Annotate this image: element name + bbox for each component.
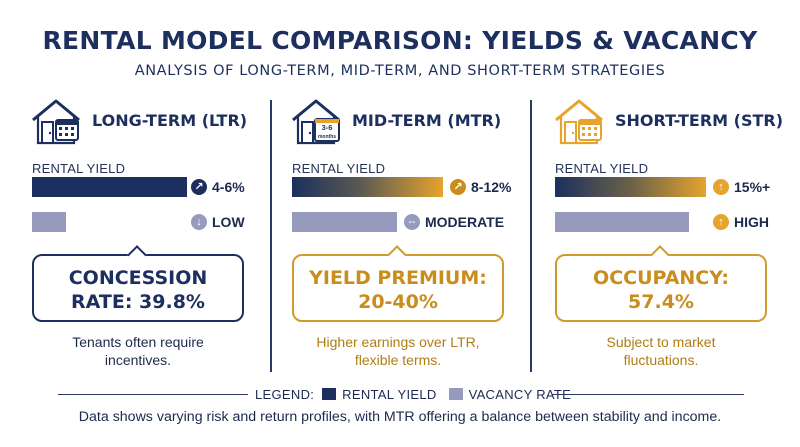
callout-box: YIELD PREMIUM: 20-40% [292, 245, 504, 322]
page-title: RENTAL MODEL COMPARISON: YIELDS & VACANC… [42, 26, 758, 55]
legend-rule-left [58, 394, 248, 395]
column-description: Subject to market fluctuations. [606, 334, 716, 368]
legend-title: LEGEND: [255, 386, 315, 402]
rental-yield-label: RENTAL YIELD [555, 161, 649, 176]
legend-rental-swatch [322, 388, 337, 400]
vacancy-text: HIGH [734, 214, 769, 230]
rental-yield-value: ↗ 4-6% [191, 177, 245, 197]
legend-vacancy-swatch [448, 388, 463, 400]
column-divider [530, 100, 532, 372]
callout-line-2: 57.4% [628, 291, 694, 313]
page-subtitle: ANALYSIS OF LONG-TERM, MID-TERM, AND SHO… [134, 63, 666, 79]
callout-text: OCCUPANCY: 57.4% [557, 266, 765, 314]
rental-yield-bar [555, 177, 706, 197]
callout-pointer [650, 245, 670, 265]
callout-box: CONCESSION RATE: 39.8% [32, 245, 244, 322]
column-title: LONG-TERM (LTR) [92, 111, 248, 130]
column-description: Higher earnings over LTR, flexible terms… [316, 334, 480, 368]
house-calendar-icon [32, 99, 80, 145]
callout-box: OCCUPANCY: 57.4% [555, 245, 767, 322]
rental-yield-label: RENTAL YIELD [32, 161, 126, 176]
column-header: 3-6 months MID-TERM (MTR) [290, 96, 528, 150]
callout-pointer [127, 245, 147, 265]
arrow-up-right-icon: ↗ [191, 179, 207, 195]
rental-yield-text: 4-6% [212, 179, 245, 195]
legend-rental-label: RENTAL YIELD [342, 386, 437, 402]
arrow-down-icon: ↓ [191, 214, 207, 230]
callout-line-1: OCCUPANCY: [593, 267, 729, 289]
arrow-up-right-icon: ↗ [450, 179, 466, 195]
column-mid-term: 3-6 months MID-TERM (MTR) RENTAL YIELD ↗ … [290, 96, 528, 376]
rental-yield-text: 8-12% [471, 179, 512, 195]
column-header: SHORT-TERM (STR) [553, 96, 791, 150]
vacancy-value: ↑ HIGH [713, 212, 769, 232]
legend-vacancy-label: VACANCY RATE [468, 386, 572, 402]
callout-line-2: 20-40% [358, 291, 438, 313]
vacancy-bar [555, 212, 689, 232]
column-description: Tenants often require incentives. [72, 334, 204, 368]
legend-content: LEGEND: RENTAL YIELD VACANCY RATE [255, 386, 571, 402]
callout-line-2: RATE: 39.8% [71, 291, 205, 313]
callout-text: YIELD PREMIUM: 20-40% [294, 266, 502, 314]
vacancy-bar [292, 212, 397, 232]
column-long-term: LONG-TERM (LTR) RENTAL YIELD ↗ 4-6% ↓ LO… [30, 96, 268, 376]
rental-yield-value: ↗ 8-12% [450, 177, 511, 197]
rental-yield-bar [32, 177, 187, 197]
rental-yield-text: 15%+ [734, 179, 771, 195]
house-calendar-icon [292, 99, 340, 145]
house-calendar-icon [555, 99, 603, 145]
callout-pointer [387, 245, 407, 265]
arrow-up-icon: ↑ [713, 214, 729, 230]
vacancy-value: ⇔ MODERATE [404, 212, 504, 232]
vacancy-text: MODERATE [425, 214, 505, 230]
vacancy-text: LOW [212, 214, 245, 230]
footer-note: Data shows varying risk and return profi… [78, 409, 722, 425]
vacancy-value: ↓ LOW [191, 212, 245, 232]
callout-line-1: CONCESSION [68, 267, 208, 289]
rental-yield-label: RENTAL YIELD [292, 161, 386, 176]
column-divider [270, 100, 272, 372]
callout-text: CONCESSION RATE: 39.8% [34, 266, 242, 314]
rental-yield-value: ↑ 15%+ [713, 177, 770, 197]
arrow-up-icon: ↑ [713, 179, 729, 195]
house-badge: 3-6 months [317, 123, 337, 141]
legend: LEGEND: RENTAL YIELD VACANCY RATE [0, 386, 800, 402]
callout-line-1: YIELD PREMIUM: [309, 267, 487, 289]
legend-rule-right [552, 394, 744, 395]
vacancy-bar [32, 212, 66, 232]
arrows-horizontal-icon: ⇔ [404, 214, 420, 230]
column-short-term: SHORT-TERM (STR) RENTAL YIELD ↑ 15%+ ↑ H… [553, 96, 791, 376]
column-title: MID-TERM (MTR) [352, 111, 502, 130]
column-title: SHORT-TERM (STR) [615, 111, 784, 130]
column-header: LONG-TERM (LTR) [30, 96, 268, 150]
rental-yield-bar [292, 177, 443, 197]
